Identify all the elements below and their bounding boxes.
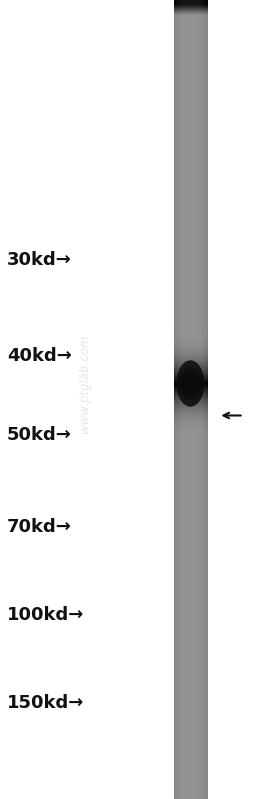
Text: 70kd→: 70kd→ [7, 519, 72, 536]
Text: www.ptglab.com: www.ptglab.com [78, 334, 90, 433]
Text: 150kd→: 150kd→ [7, 694, 84, 712]
Ellipse shape [185, 374, 196, 393]
Ellipse shape [176, 360, 204, 407]
Text: 40kd→: 40kd→ [7, 347, 72, 364]
Text: 30kd→: 30kd→ [7, 251, 72, 268]
Text: 100kd→: 100kd→ [7, 606, 84, 624]
Ellipse shape [181, 368, 200, 400]
Text: 50kd→: 50kd→ [7, 427, 72, 444]
